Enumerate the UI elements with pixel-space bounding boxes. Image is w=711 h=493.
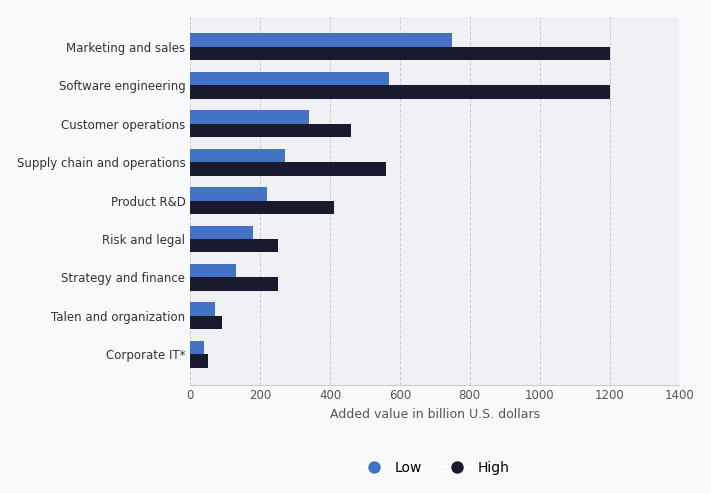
Bar bbox=[191, 278, 277, 291]
Bar bbox=[191, 354, 208, 368]
Bar bbox=[191, 303, 215, 316]
Bar bbox=[191, 47, 609, 60]
Legend: Low, High: Low, High bbox=[355, 456, 515, 481]
X-axis label: Added value in billion U.S. dollars: Added value in billion U.S. dollars bbox=[330, 408, 540, 421]
Bar bbox=[191, 226, 253, 239]
Bar bbox=[191, 162, 386, 176]
Bar bbox=[191, 341, 204, 354]
Bar bbox=[191, 124, 351, 137]
Bar bbox=[191, 149, 284, 162]
Bar bbox=[191, 187, 267, 201]
Bar bbox=[191, 34, 452, 47]
Bar bbox=[191, 264, 236, 278]
Bar bbox=[191, 239, 277, 252]
Bar bbox=[191, 316, 222, 329]
Bar bbox=[191, 110, 309, 124]
Bar bbox=[191, 85, 609, 99]
Bar bbox=[191, 72, 390, 85]
Bar bbox=[191, 201, 333, 214]
